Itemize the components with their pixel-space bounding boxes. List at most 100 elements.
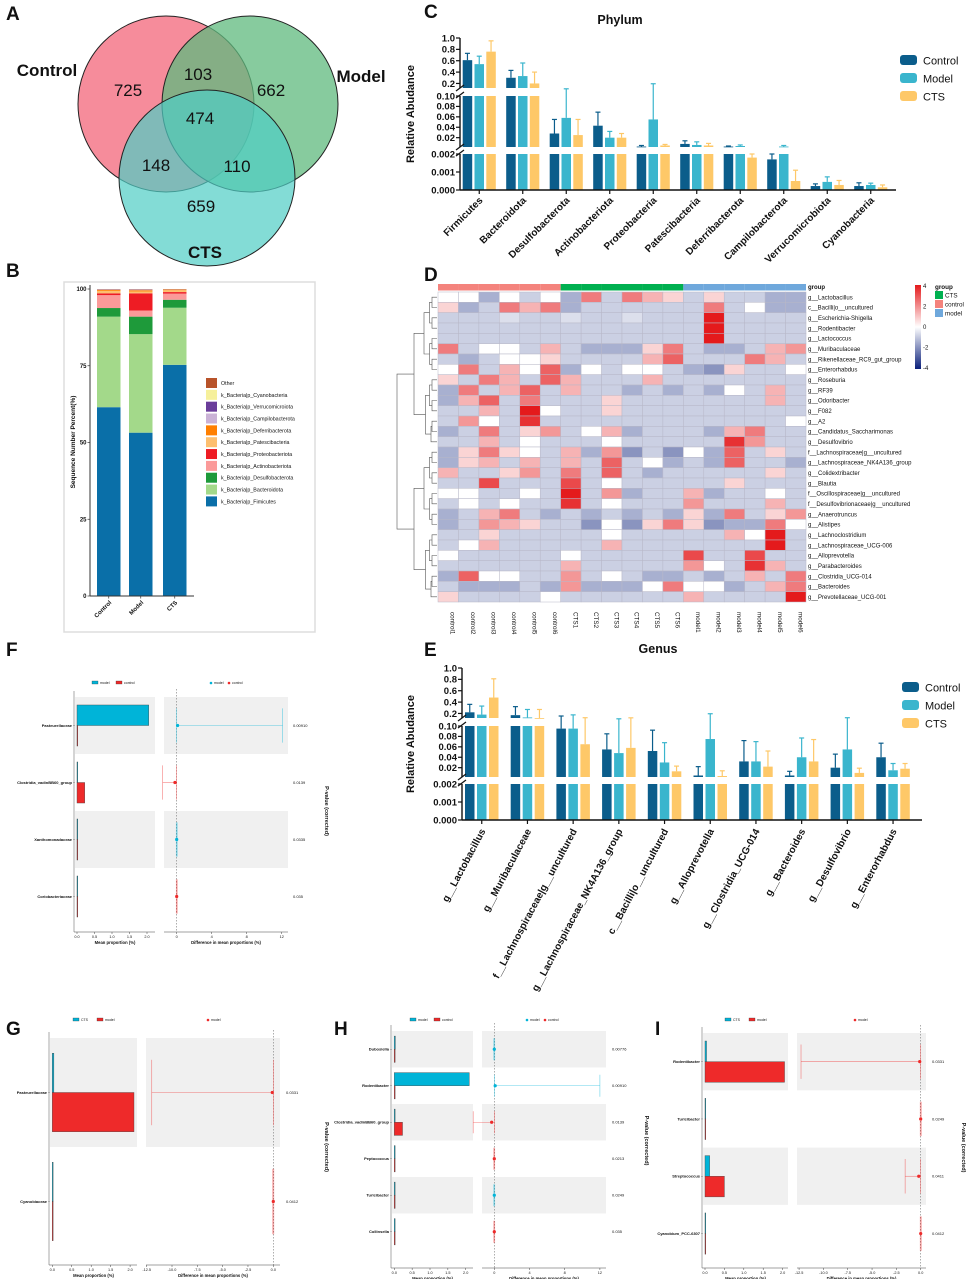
heatmap-cell (703, 477, 725, 489)
y-tick-label: 0.000 (431, 185, 455, 196)
heatmap-cell (437, 395, 459, 406)
heatmap-cell (478, 488, 500, 499)
heatmap-cell (785, 426, 807, 437)
heatmap-cell (723, 353, 745, 365)
heatmap-cell (744, 436, 766, 448)
heatmap-cell (703, 591, 725, 603)
x-tick-label: 1.5 (108, 1268, 113, 1272)
heatmap-cell (458, 333, 480, 344)
heatmap-cell (703, 550, 725, 561)
bar-control (556, 784, 566, 820)
heatmap-cell (744, 488, 766, 499)
heatmap-cell (723, 488, 745, 499)
heatmap-cell (580, 581, 602, 592)
heatmap-cell (621, 581, 643, 592)
x-tick-label: f__Lachnospiraceae|g__uncultured (491, 827, 580, 980)
heatmap-cell (458, 488, 480, 499)
heatmap-cell (642, 467, 664, 479)
x-tick-label: 2.0 (780, 1271, 785, 1275)
heatmap-cell (601, 374, 623, 386)
group-annotation-cell (601, 284, 622, 291)
difference-point (173, 780, 177, 785)
heatmap-cell (437, 322, 459, 334)
heatmap-cell (437, 519, 459, 530)
mean-bar-model (76, 818, 79, 840)
heatmap-cell (601, 364, 623, 375)
heatmap-cell (478, 539, 500, 551)
bar-model (614, 784, 624, 820)
heatmap-cell (437, 581, 459, 592)
heatmap-cell (703, 457, 725, 468)
heatmap-cell (785, 477, 807, 489)
row-label: f__Desulfovibrionaceae|g__uncultured (808, 502, 910, 508)
p-value-axis-label: P-value (corrected) (960, 1123, 966, 1173)
p-value-label: 0.0213 (612, 1156, 625, 1161)
heatmap-cell (723, 291, 745, 303)
heatmap-cell (499, 591, 521, 603)
heatmap-cell (437, 508, 459, 520)
bar-cts (489, 697, 499, 718)
x-tick-label: 12 (598, 1271, 602, 1275)
heatmap-cell (458, 550, 480, 561)
stacked-bar-segment (129, 291, 153, 294)
y-tick-label: 0.000 (433, 815, 457, 826)
x-tick-label: g__Enterorhabdus (849, 827, 900, 911)
y-tick-label: 0.001 (433, 797, 457, 808)
heatmap-cell (642, 343, 664, 355)
bar-control (723, 154, 734, 190)
legend-marker (525, 1018, 529, 1022)
heatmap-cell (478, 291, 500, 303)
column-label: CTS6 (674, 612, 681, 629)
feature-label: Streptococcus (672, 1174, 701, 1179)
heatmap-cell (744, 353, 766, 365)
p-value-axis-label: P-value (corrected) (323, 786, 329, 836)
heatmap-cell (662, 457, 684, 468)
bar-control (465, 712, 475, 718)
heatmap-cell (580, 426, 602, 437)
heatmap-cell (744, 550, 766, 561)
legend-label: k_Bacteria|p_Desulfobacterota (221, 476, 293, 482)
heatmap-cell (478, 519, 500, 530)
bar-model (735, 146, 745, 147)
heatmap-cell (458, 426, 480, 437)
heatmap-cell (539, 302, 561, 313)
y-tick-label: 0 (83, 594, 87, 600)
x-axis-label: Mean proportion (%) (725, 1276, 766, 1279)
row-label: g__Odoribacter (808, 399, 849, 405)
feature-label: Pasteurellaceae (42, 723, 73, 728)
bar-cts (573, 135, 583, 147)
y-tick-label: 0.02 (437, 133, 456, 144)
heatmap-cell (478, 374, 500, 386)
group-annotation-cell (744, 284, 766, 291)
bar-control (693, 784, 703, 820)
legend-swatch (206, 496, 217, 507)
row-label: g__RF39 (808, 388, 833, 394)
heatmap-cell (458, 457, 480, 468)
bar-model (822, 181, 832, 190)
heatmap-cell (458, 384, 480, 396)
row-label: g__Blautia (808, 481, 837, 487)
heatmap-cell (601, 446, 623, 458)
heatmap-cell (601, 312, 623, 324)
heatmap-cell (764, 353, 786, 365)
x-axis-label: Mean proportion (%) (73, 1273, 114, 1278)
heatmap-cell (662, 570, 684, 582)
heatmap-cell (723, 570, 745, 582)
p-value-label: 0.035 (612, 1229, 623, 1234)
heatmap-cell (437, 333, 459, 344)
heatmap-cell (478, 343, 500, 355)
bar-control (506, 154, 516, 190)
x-tick-label: 2.0 (144, 935, 149, 939)
x-tick-label: 8 (246, 935, 248, 939)
legend-label: model (858, 1018, 868, 1022)
heatmap-cell (723, 395, 745, 406)
y-tick-label: 0.04 (439, 753, 458, 764)
heatmap-cell (499, 539, 521, 551)
heatmap-cell (785, 395, 807, 406)
y-tick-label: 0.08 (439, 732, 458, 743)
heatmap-cell (683, 550, 705, 561)
heatmap-cell (764, 560, 786, 572)
heatmap-cell (723, 529, 745, 541)
heatmap-cell (539, 312, 561, 324)
heatmap-cell (723, 498, 745, 510)
